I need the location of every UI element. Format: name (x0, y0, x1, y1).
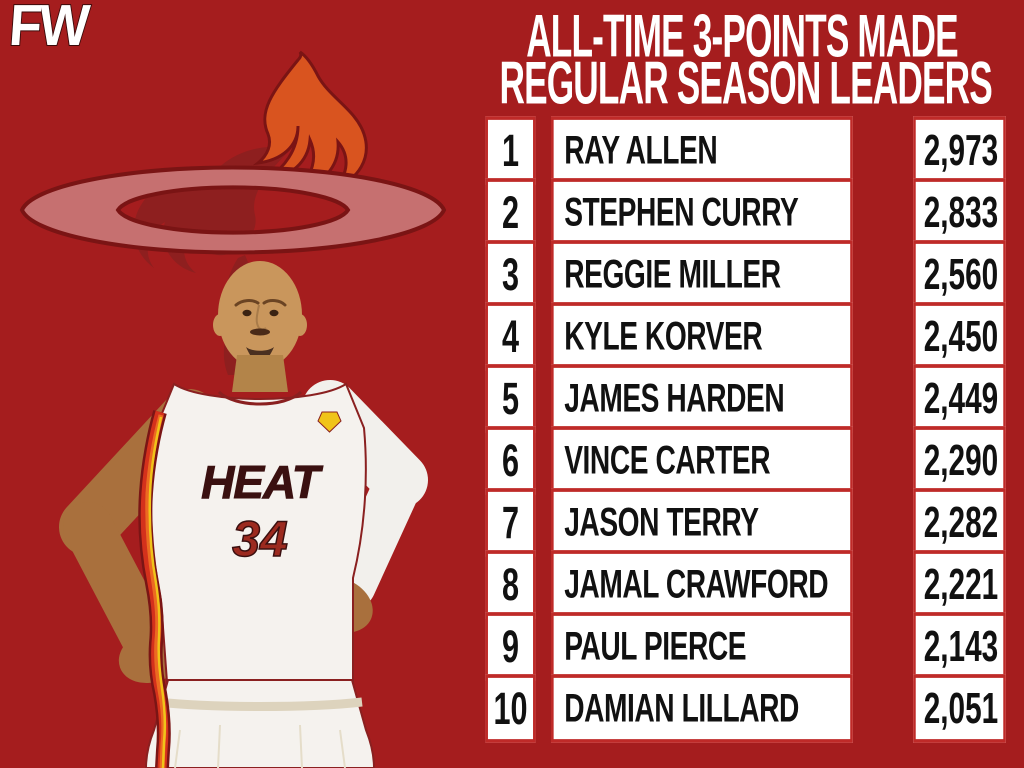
svg-text:HEAT: HEAT (201, 456, 324, 508)
svg-text:34: 34 (232, 511, 288, 567)
